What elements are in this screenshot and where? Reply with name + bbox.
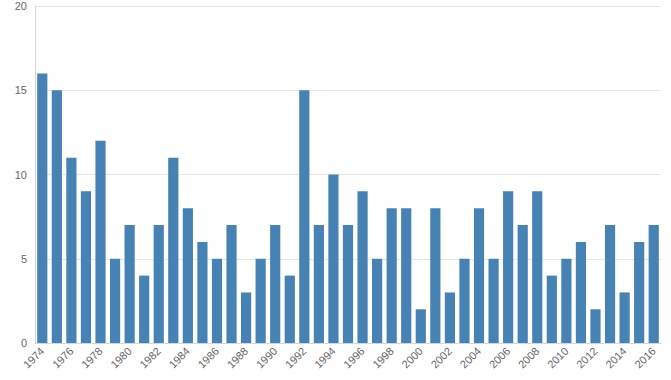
svg-text:1976: 1976 bbox=[50, 345, 76, 371]
svg-text:0: 0 bbox=[21, 337, 27, 349]
svg-text:1986: 1986 bbox=[195, 345, 221, 371]
svg-text:5: 5 bbox=[21, 253, 27, 265]
svg-text:2000: 2000 bbox=[399, 345, 425, 371]
svg-text:2016: 2016 bbox=[632, 345, 658, 371]
svg-text:1982: 1982 bbox=[137, 345, 163, 371]
svg-text:2010: 2010 bbox=[545, 345, 571, 371]
svg-text:1978: 1978 bbox=[79, 345, 105, 371]
svg-text:2012: 2012 bbox=[574, 345, 600, 371]
svg-text:1990: 1990 bbox=[254, 345, 280, 371]
svg-text:2014: 2014 bbox=[603, 345, 629, 371]
svg-text:1994: 1994 bbox=[312, 345, 338, 371]
svg-text:10: 10 bbox=[15, 169, 27, 181]
svg-text:2004: 2004 bbox=[458, 345, 484, 371]
svg-text:1980: 1980 bbox=[108, 345, 134, 371]
svg-text:1992: 1992 bbox=[283, 345, 309, 371]
svg-text:20: 20 bbox=[15, 0, 27, 12]
svg-text:1974: 1974 bbox=[21, 345, 47, 371]
svg-text:1988: 1988 bbox=[225, 345, 251, 371]
svg-text:1998: 1998 bbox=[370, 345, 396, 371]
svg-text:2006: 2006 bbox=[487, 345, 513, 371]
svg-text:2008: 2008 bbox=[516, 345, 542, 371]
svg-text:1984: 1984 bbox=[166, 345, 192, 371]
svg-text:2002: 2002 bbox=[428, 345, 454, 371]
svg-text:1996: 1996 bbox=[341, 345, 367, 371]
svg-text:15: 15 bbox=[15, 84, 27, 96]
